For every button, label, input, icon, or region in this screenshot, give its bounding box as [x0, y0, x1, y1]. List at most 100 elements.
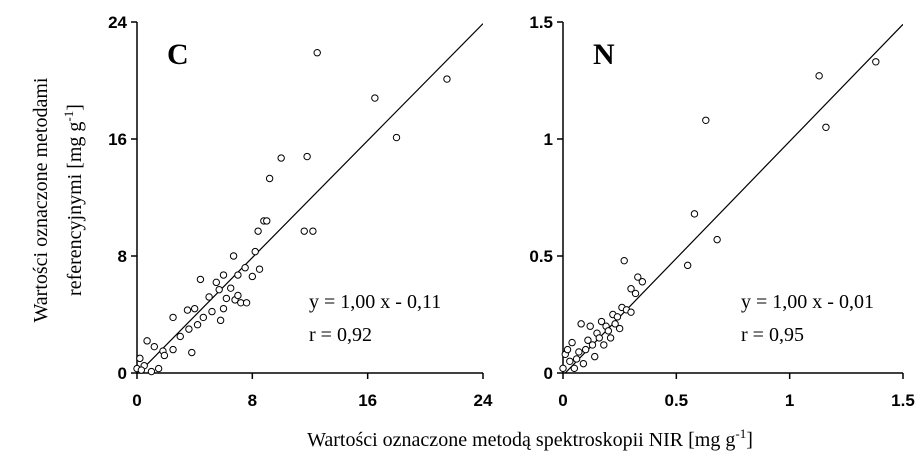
- point: [627, 308, 635, 316]
- point: [600, 341, 608, 349]
- point: [154, 364, 163, 373]
- point: [234, 271, 242, 279]
- point: [241, 264, 249, 272]
- point: [183, 306, 192, 314]
- point: [251, 247, 259, 256]
- point: [581, 345, 590, 354]
- point: [222, 294, 231, 303]
- point: [568, 338, 576, 347]
- point: [190, 304, 199, 313]
- y-tick-label: 0.5: [529, 247, 553, 266]
- point: [143, 337, 151, 345]
- point: [205, 293, 213, 301]
- point: [597, 317, 606, 326]
- point: [169, 313, 177, 322]
- point: [631, 289, 640, 298]
- point: [620, 256, 628, 265]
- point: [371, 94, 379, 102]
- correlation: r = 0,95: [741, 324, 804, 346]
- point: [627, 285, 635, 293]
- regression-line: [137, 23, 483, 373]
- point: [570, 364, 579, 373]
- point: [277, 154, 285, 162]
- x-tick-label: 1: [785, 391, 794, 410]
- point: [147, 367, 156, 376]
- point: [559, 364, 567, 373]
- point: [212, 278, 220, 287]
- point: [584, 336, 592, 344]
- point: [300, 227, 308, 235]
- point: [586, 322, 594, 330]
- point: [137, 366, 146, 374]
- point: [690, 210, 699, 218]
- point: [683, 261, 692, 270]
- point: [185, 325, 193, 333]
- point: [577, 320, 585, 328]
- point: [392, 133, 401, 142]
- point: [303, 152, 311, 161]
- point: [638, 278, 647, 286]
- point: [611, 320, 619, 328]
- y-tick-label: 1.5: [529, 13, 553, 32]
- equation: y = 1,00 x - 0,11: [309, 291, 441, 313]
- point: [136, 354, 144, 363]
- point: [199, 313, 208, 322]
- point: [595, 334, 603, 342]
- y-tick-label: 0: [544, 364, 553, 383]
- y-tick-label: 0: [118, 364, 127, 383]
- point: [579, 359, 588, 368]
- correlation: r = 0,92: [309, 324, 372, 346]
- point: [219, 271, 228, 279]
- panel-label: N: [593, 38, 615, 71]
- point: [216, 316, 225, 325]
- point: [588, 341, 597, 349]
- point: [613, 313, 622, 321]
- equation: y = 1,00 x - 0,01: [741, 291, 874, 313]
- x-tick-label: 0.5: [665, 391, 689, 410]
- point: [443, 75, 451, 83]
- point: [606, 334, 615, 342]
- panel-label: C: [167, 38, 189, 71]
- point: [229, 252, 238, 260]
- x-tick-label: 1.5: [891, 391, 915, 410]
- point: [176, 332, 184, 341]
- point: [634, 273, 642, 281]
- point: [248, 272, 257, 281]
- point: [713, 235, 721, 244]
- x-tick-label: 0: [558, 391, 567, 410]
- point: [160, 351, 169, 360]
- point: [815, 72, 823, 80]
- point: [188, 348, 196, 357]
- point: [822, 123, 830, 132]
- point: [196, 275, 205, 284]
- point: [575, 348, 583, 356]
- point: [208, 307, 216, 316]
- point: [566, 357, 574, 365]
- y-tick-label: 16: [108, 130, 127, 149]
- point: [313, 49, 321, 57]
- point: [169, 345, 177, 354]
- point: [591, 352, 599, 361]
- point: [234, 291, 242, 300]
- x-axis-label: Wartości oznaczone metodą spektroskopii …: [307, 426, 753, 451]
- point: [265, 174, 274, 183]
- point: [604, 327, 613, 335]
- point: [242, 299, 251, 307]
- x-tick-label: 24: [474, 391, 493, 410]
- x-tick-label: 16: [358, 391, 377, 410]
- point: [215, 285, 223, 294]
- x-tick-label: 8: [248, 391, 257, 410]
- point: [150, 342, 159, 351]
- point: [872, 58, 880, 66]
- y-axis-label: Wartości oznaczone metodami: [30, 77, 52, 322]
- point: [219, 304, 228, 313]
- y-axis-label: referencyjnymi [mg g-1]: [61, 104, 86, 296]
- y-tick-label: 1: [544, 130, 553, 149]
- point: [227, 284, 235, 292]
- point: [255, 265, 264, 273]
- x-tick-label: 0: [132, 391, 141, 410]
- y-tick-label: 8: [118, 247, 127, 266]
- point: [309, 227, 317, 235]
- y-tick-label: 24: [108, 13, 127, 32]
